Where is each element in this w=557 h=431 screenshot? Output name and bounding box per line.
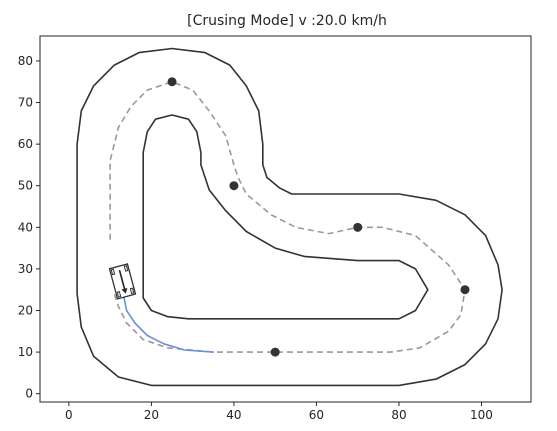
- axes-frame: [39, 35, 532, 403]
- x-tick-label: 100: [470, 408, 493, 422]
- vehicle-body: [108, 263, 137, 300]
- series-lines: [76, 47, 503, 387]
- outer-track-boundary: [76, 47, 503, 387]
- reference-centerline: [109, 81, 466, 353]
- vehicle: [108, 263, 137, 300]
- y-tick-label: 80: [18, 54, 33, 68]
- x-tick-label: 40: [226, 408, 241, 422]
- y-tick-label: 40: [18, 220, 33, 234]
- waypoint-marker: [229, 181, 239, 191]
- x-tick-label: 20: [144, 408, 159, 422]
- y-tick-label: 30: [18, 262, 33, 276]
- waypoint-marker: [460, 285, 470, 295]
- vehicle-wheel: [116, 291, 122, 298]
- vehicle-heading-shaft: [118, 269, 126, 291]
- y-tick-label: 0: [25, 387, 33, 401]
- x-tick-label: 60: [309, 408, 324, 422]
- y-tick-label: 50: [18, 179, 33, 193]
- vehicle-wheel: [129, 287, 135, 295]
- chart-title: [Crusing Mode] v :20.0 km/h: [187, 13, 387, 29]
- waypoint-marker: [270, 347, 280, 357]
- vehicle-wheel: [123, 265, 129, 272]
- vehicle-trajectory: [121, 288, 215, 353]
- y-tick-label: 10: [18, 345, 33, 359]
- waypoints: [167, 77, 470, 357]
- waypoint-marker: [353, 222, 363, 232]
- axes-frame-rect: [39, 35, 532, 403]
- y-tick-label: 70: [18, 96, 33, 110]
- y-axis-ticks: 0 10 20 30 40 50 60 70 80: [18, 54, 40, 401]
- y-tick-label: 60: [18, 137, 33, 151]
- x-tick-label: 0: [65, 408, 73, 422]
- x-tick-label: 80: [391, 408, 406, 422]
- vehicle-heading-arrowhead: [121, 287, 128, 294]
- inner-track-boundary: [142, 114, 429, 320]
- x-axis-ticks: 0 20 40 60 80 100: [65, 402, 493, 422]
- vehicle-wheel: [110, 268, 116, 276]
- y-tick-label: 20: [18, 304, 33, 318]
- waypoint-marker: [167, 77, 177, 87]
